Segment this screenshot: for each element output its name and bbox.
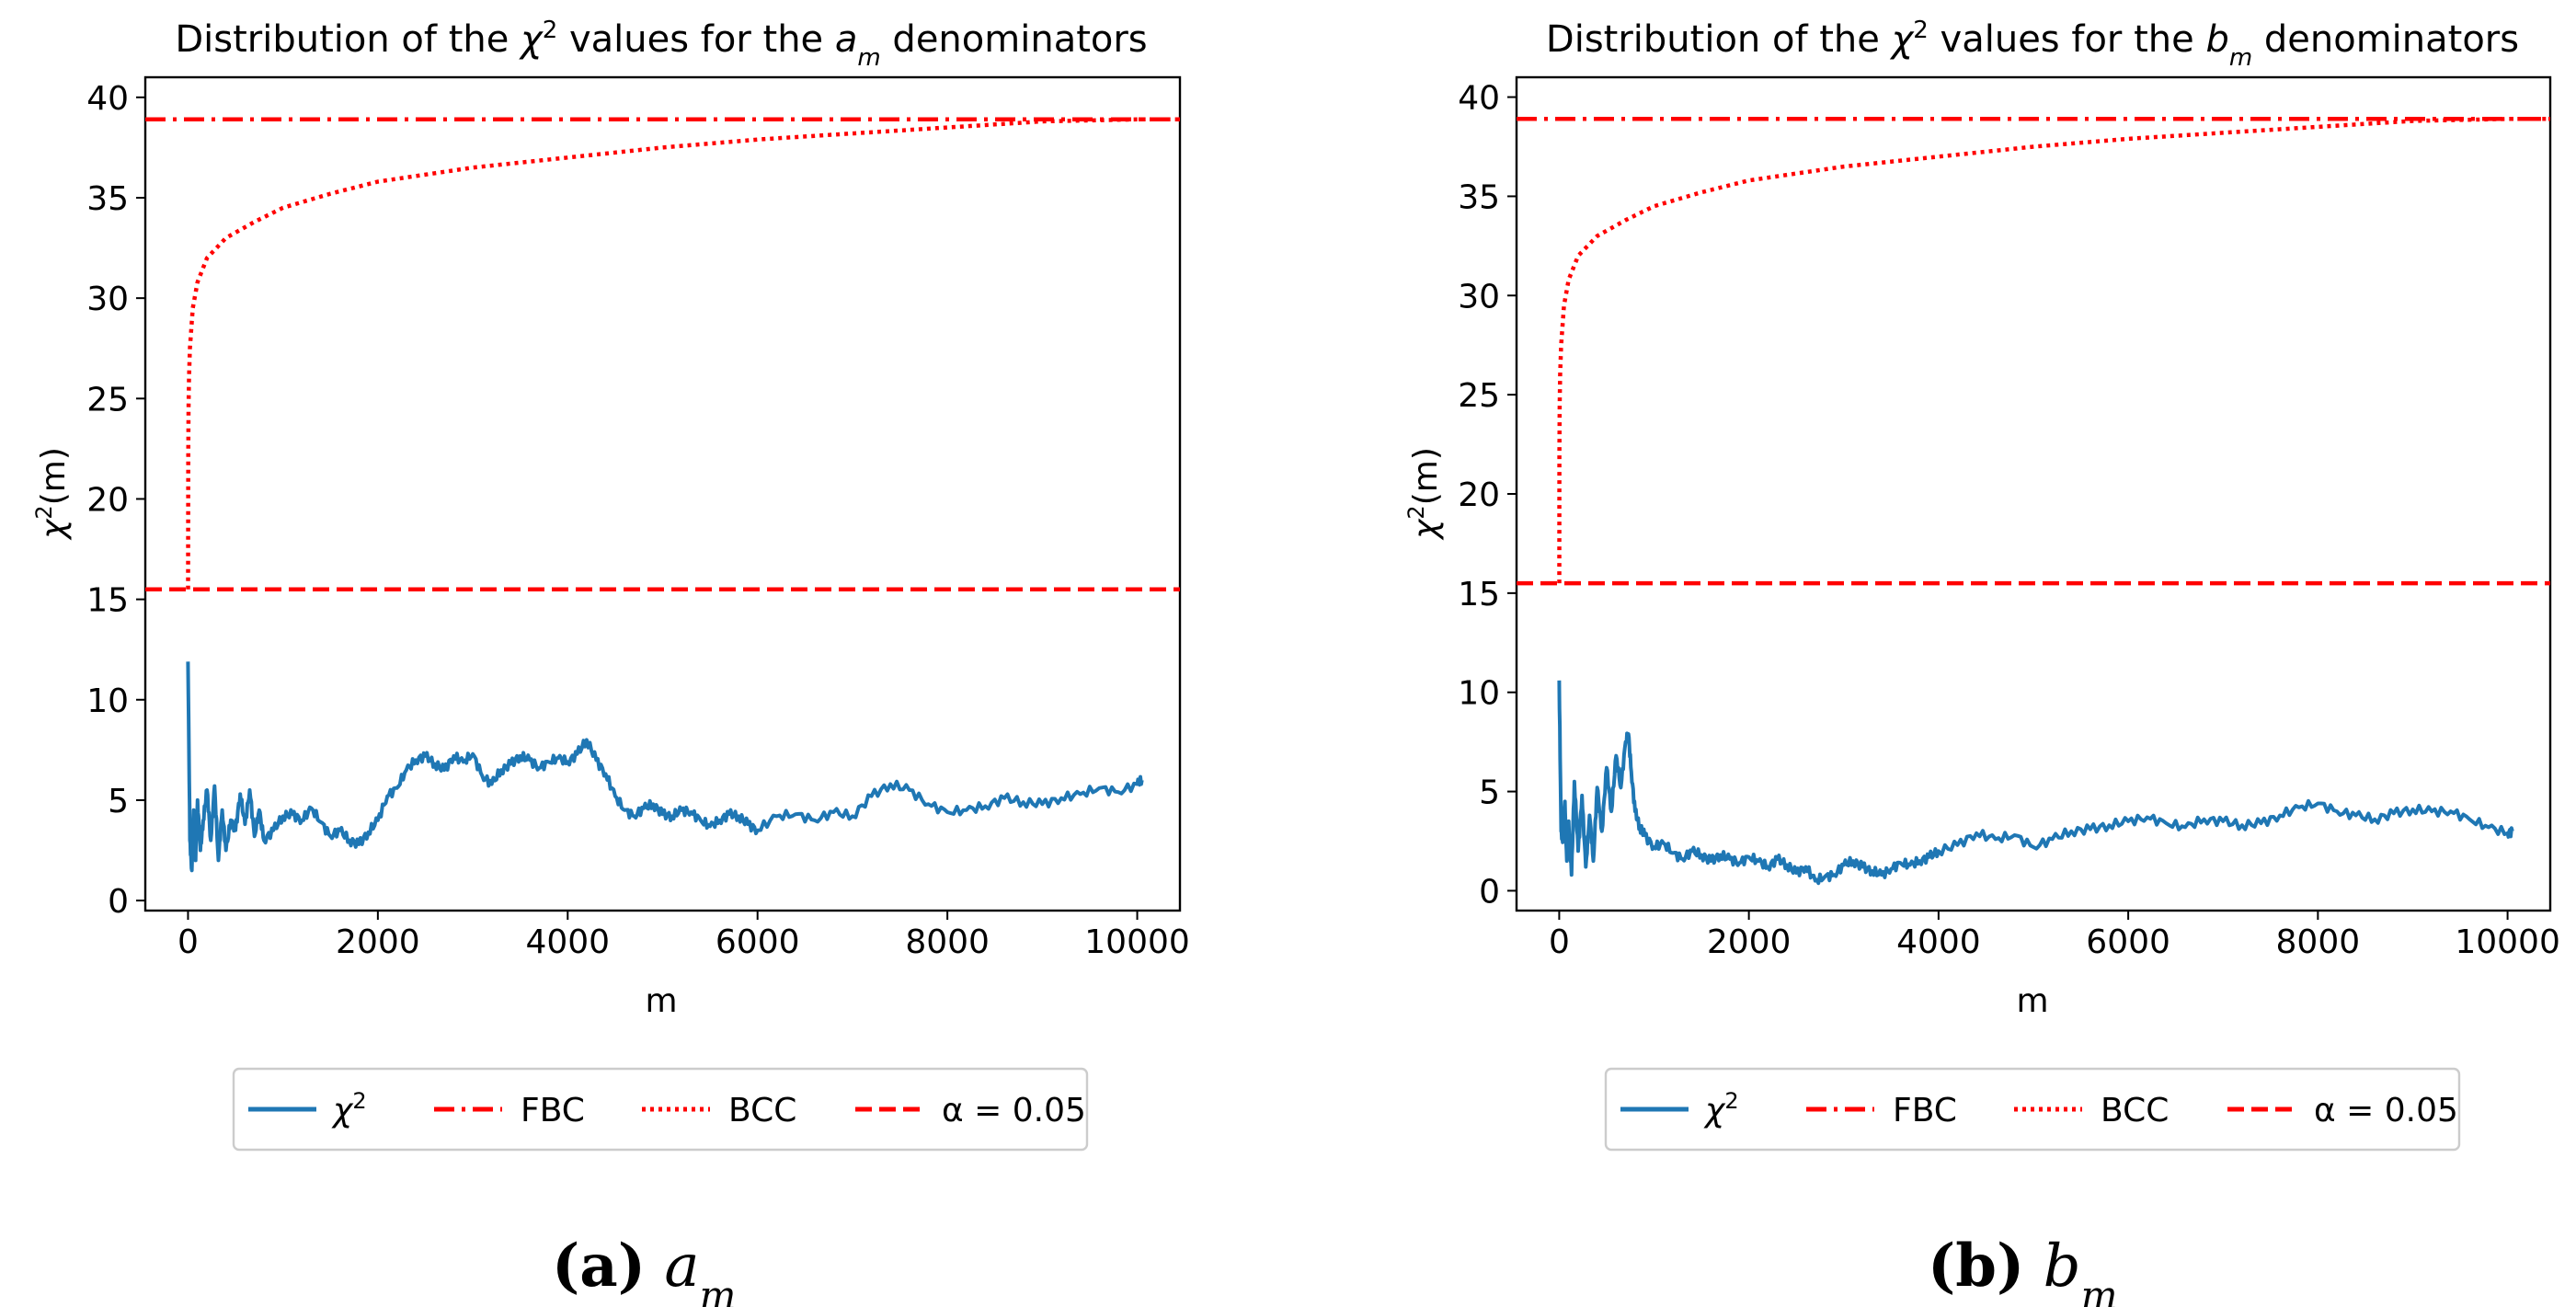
x-axis-label: m <box>2016 982 2048 1020</box>
y-tick-label: 15 <box>86 582 129 620</box>
x-tick-label: 2000 <box>1707 923 1792 961</box>
x-tick-label: 0 <box>177 923 199 961</box>
legend-entry-alpha: α = 0.05 <box>855 1092 1086 1129</box>
series-group <box>1517 117 2550 886</box>
y-tick-label: 0 <box>108 883 129 921</box>
y-tick-label: 20 <box>1458 476 1500 514</box>
y-tick-label: 40 <box>1458 80 1500 118</box>
y-axis-label: χ2(m) <box>31 447 73 541</box>
y-tick-label: 5 <box>108 783 129 820</box>
plot-frame <box>143 75 1182 912</box>
legend-entry-fbc: FBC <box>1806 1092 1957 1129</box>
y-tick-label: 35 <box>1458 178 1500 216</box>
legend-entry-bcc: BCC <box>642 1092 796 1129</box>
series-line-chi2 <box>186 661 1144 873</box>
y-tick-label: 10 <box>1458 675 1500 713</box>
chart-title: Distribution of the χ2 values for the am… <box>175 17 1147 72</box>
legend-label-bcc: BCC <box>2101 1092 2169 1129</box>
x-tick-label: 4000 <box>525 923 610 961</box>
legend-label-fbc: FBC <box>521 1092 585 1129</box>
x-tick-label: 6000 <box>2086 923 2170 961</box>
y-axis-label: χ2(m) <box>1403 447 1445 541</box>
y-tick-label: 10 <box>86 682 129 720</box>
y-tick-label: 30 <box>1458 278 1500 315</box>
legend-label-chi2: χ2 <box>1703 1088 1739 1129</box>
legend-entry-chi2: χ2 <box>1620 1088 1739 1129</box>
x-axis-ticks: 0 2000 4000 6000 8000 10000 <box>177 911 1190 961</box>
y-tick-label: 15 <box>1458 576 1500 613</box>
subfigure-caption: (a) am <box>552 1232 736 1307</box>
y-axis-ticks: 0 5 10 15 20 25 30 35 40 <box>1458 80 1517 911</box>
legend: χ2 FBC BCC α = 0.05 <box>232 1067 1089 1152</box>
legend-entry-bcc: BCC <box>2014 1092 2169 1129</box>
chart-title: Distribution of the χ2 values for the bm… <box>1546 17 2519 72</box>
legend-label-alpha: α = 0.05 <box>942 1092 1086 1129</box>
subfigure-caption: (b) bm <box>1928 1232 2117 1307</box>
y-tick-label: 0 <box>1479 873 1500 911</box>
legend-entry-alpha: α = 0.05 <box>2227 1092 2458 1129</box>
legend-label-bcc: BCC <box>728 1092 796 1129</box>
series-line-bcc <box>1557 117 2550 584</box>
x-tick-label: 2000 <box>336 923 420 961</box>
x-axis-ticks: 0 2000 4000 6000 8000 10000 <box>1549 911 2560 961</box>
legend-entry-fbc: FBC <box>434 1092 585 1129</box>
x-tick-label: 10000 <box>2455 923 2560 961</box>
y-tick-label: 20 <box>86 481 129 519</box>
chart-panel-b: Distribution of the χ2 values for the bm… <box>1403 17 2560 1307</box>
legend-label-fbc: FBC <box>1893 1092 1957 1129</box>
legend-entry-chi2: χ2 <box>248 1088 367 1129</box>
svg-text:(b) bm: (b) bm <box>1928 1232 2117 1307</box>
x-tick-label: 8000 <box>2276 923 2361 961</box>
x-axis-label: m <box>645 982 677 1020</box>
y-tick-label: 35 <box>86 180 129 218</box>
x-tick-label: 0 <box>1549 923 1570 961</box>
x-tick-label: 6000 <box>716 923 800 961</box>
y-tick-label: 40 <box>86 80 129 118</box>
y-axis-ticks: 0 5 10 15 20 25 30 35 40 <box>86 80 145 921</box>
legend-label-alpha: α = 0.05 <box>2314 1092 2458 1129</box>
y-tick-label: 25 <box>86 381 129 418</box>
y-tick-label: 5 <box>1479 774 1500 812</box>
series-line-chi2 <box>1557 680 2514 886</box>
y-tick-label: 30 <box>86 281 129 318</box>
y-tick-label: 25 <box>1458 377 1500 415</box>
svg-text:(a) am: (a) am <box>552 1232 736 1307</box>
x-tick-label: 8000 <box>905 923 990 961</box>
legend: χ2 FBC BCC α = 0.05 <box>1604 1067 2461 1152</box>
chart-panel-a: Distribution of the χ2 values for the am… <box>31 17 1190 1307</box>
x-tick-label: 4000 <box>1896 923 1981 961</box>
legend-label-chi2: χ2 <box>331 1088 367 1129</box>
series-line-bcc <box>186 117 1180 590</box>
x-tick-label: 10000 <box>1084 923 1190 961</box>
series-group <box>145 117 1180 873</box>
